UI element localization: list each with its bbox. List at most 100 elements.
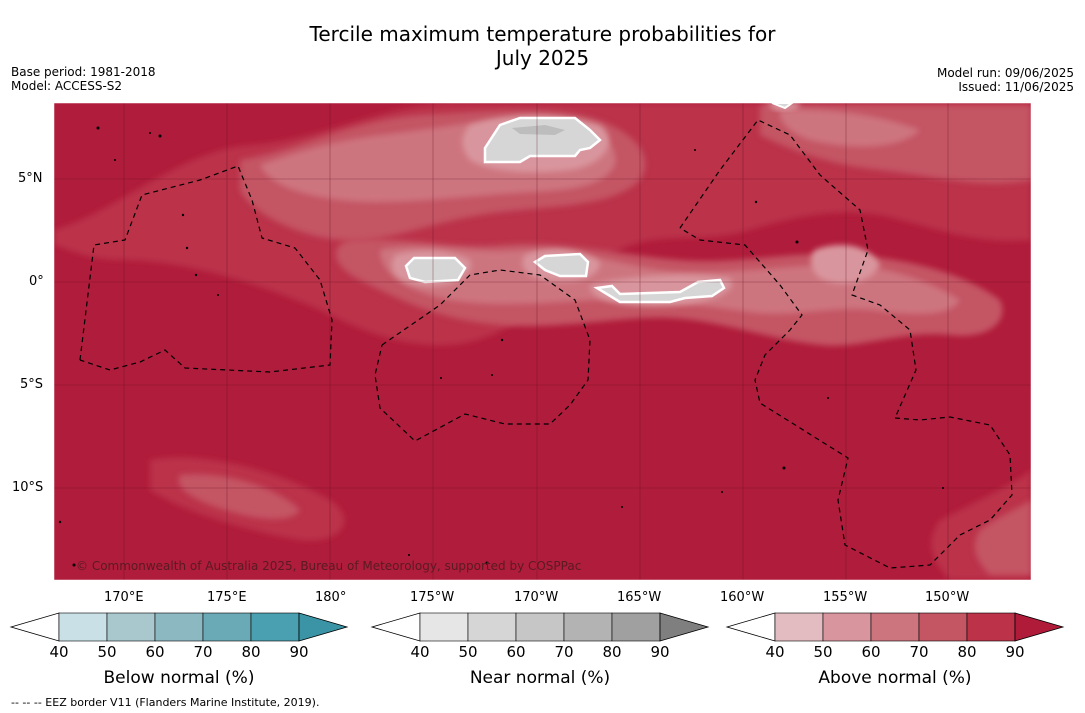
lon-label-160w: 160°W bbox=[720, 590, 765, 605]
lon-label-155w: 155°W bbox=[823, 590, 868, 605]
near-normal-north-core bbox=[512, 125, 565, 135]
band-70-south bbox=[178, 474, 300, 520]
map-area bbox=[54, 103, 1031, 580]
colorbars bbox=[9, 612, 1065, 642]
island bbox=[621, 506, 623, 508]
island bbox=[408, 554, 410, 556]
band-50-far-east bbox=[810, 245, 880, 284]
colorbar-near-tick: 50 bbox=[458, 643, 478, 661]
colorbar-below-max-arrow bbox=[298, 612, 349, 642]
lat-label-0: 0° bbox=[29, 274, 44, 289]
island bbox=[158, 134, 162, 138]
lon-label-170e: 170°E bbox=[104, 590, 144, 605]
island bbox=[114, 159, 116, 161]
island bbox=[721, 491, 723, 493]
colorbar-above-max-arrow bbox=[1014, 612, 1065, 642]
colorbar-near-segment bbox=[467, 612, 517, 642]
colorbar-above-tick: 90 bbox=[1005, 643, 1025, 661]
colorbar-above-segment bbox=[822, 612, 872, 642]
colorbar-above-segment bbox=[870, 612, 920, 642]
island bbox=[485, 561, 489, 565]
island bbox=[694, 149, 696, 151]
colorbar-near-max-arrow bbox=[659, 612, 710, 642]
colorbar-above-segment bbox=[774, 612, 824, 642]
colorbar-near-segment bbox=[515, 612, 565, 642]
colorbar-label-below: Below normal (%) bbox=[103, 668, 255, 688]
eez-borders bbox=[79, 119, 1013, 569]
band-70-southeast bbox=[974, 500, 1031, 575]
island bbox=[58, 520, 62, 524]
lat-label-5s: 5°S bbox=[20, 377, 44, 392]
meta-right: Model run: 09/06/2025 Issued: 11/06/2025 bbox=[937, 66, 1074, 94]
base-period: Base period: 1981-2018 bbox=[11, 65, 156, 79]
colorbar-near-segment bbox=[611, 612, 661, 642]
eez-central bbox=[374, 269, 591, 442]
eez-west bbox=[79, 165, 333, 373]
title-line-1: Tercile maximum temperature probabilitie… bbox=[309, 22, 776, 46]
lon-label-170w: 170°W bbox=[514, 590, 559, 605]
lon-label-165w: 165°W bbox=[617, 590, 662, 605]
near-normal-top bbox=[771, 103, 794, 110]
island bbox=[185, 246, 189, 250]
colorbar-below-segment bbox=[58, 612, 108, 642]
islands bbox=[58, 126, 944, 567]
meta-left: Base period: 1981-2018 Model: ACCESS-S2 bbox=[11, 65, 156, 93]
colorbar-near-min-arrow bbox=[370, 612, 421, 642]
colorbar-above-tick: 50 bbox=[813, 643, 833, 661]
island bbox=[500, 338, 504, 342]
issued-date: Issued: 11/06/2025 bbox=[958, 80, 1074, 94]
title-line-2: July 2025 bbox=[495, 46, 590, 70]
island bbox=[440, 377, 442, 379]
band-60-east bbox=[779, 109, 920, 147]
eez-east-upper bbox=[679, 119, 917, 419]
island bbox=[217, 294, 219, 296]
island bbox=[754, 200, 758, 204]
colorbar-above-segment bbox=[966, 612, 1016, 642]
island bbox=[194, 273, 198, 277]
gridlines bbox=[54, 103, 1031, 580]
colorbar-below-tick: 40 bbox=[49, 643, 69, 661]
colorbar-below-segment bbox=[250, 612, 300, 642]
colorbar-below-tick: 90 bbox=[289, 643, 309, 661]
island bbox=[795, 240, 799, 244]
lon-label-180: 180° bbox=[315, 590, 347, 605]
colorbar-below-tick: 50 bbox=[97, 643, 117, 661]
colorbar-below-segment bbox=[202, 612, 252, 642]
map-frame bbox=[53, 102, 1032, 581]
colorbar-below-tick: 80 bbox=[241, 643, 261, 661]
colorbar-below-tick: 70 bbox=[193, 643, 213, 661]
near-normal-equator-east bbox=[593, 278, 726, 304]
island bbox=[491, 374, 493, 376]
lon-label-175w: 175°W bbox=[410, 590, 455, 605]
colorbar-label-near: Near normal (%) bbox=[469, 668, 611, 688]
near-normal-equator-mid bbox=[532, 252, 590, 278]
map-title: Tercile maximum temperature probabilitie… bbox=[0, 22, 1085, 70]
colorbar-above-tick: 80 bbox=[957, 643, 977, 661]
island bbox=[149, 132, 151, 134]
eez-east-lower bbox=[679, 227, 1013, 569]
colorbar-near-tick: 60 bbox=[506, 643, 526, 661]
colorbar-near-tick: 70 bbox=[554, 643, 574, 661]
island bbox=[827, 397, 829, 399]
colorbar-near-tick: 80 bbox=[602, 643, 622, 661]
island bbox=[942, 487, 944, 489]
colorbar-near-tick: 40 bbox=[410, 643, 430, 661]
colorbar-above-segment bbox=[918, 612, 968, 642]
colorbar-near-tick: 90 bbox=[650, 643, 670, 661]
colorbar-below-min-arrow bbox=[9, 612, 60, 642]
colorbar-above-tick: 70 bbox=[909, 643, 929, 661]
eez-footnote: -- -- -- EEZ border V11 (Flanders Marine… bbox=[11, 696, 320, 709]
colorbar-above-tick: 60 bbox=[861, 643, 881, 661]
island bbox=[72, 563, 76, 567]
island bbox=[782, 466, 786, 470]
colorbar-above-min-arrow bbox=[725, 612, 776, 642]
model-name: Model: ACCESS-S2 bbox=[11, 79, 123, 93]
colorbar-near-segment bbox=[563, 612, 613, 642]
lat-label-10s: 10°S bbox=[12, 480, 44, 495]
colorbar-above-tick: 40 bbox=[765, 643, 785, 661]
lon-label-175e: 175°E bbox=[207, 590, 247, 605]
colorbar-below-segment bbox=[154, 612, 204, 642]
island bbox=[96, 126, 100, 130]
colorbar-label-above: Above normal (%) bbox=[818, 668, 972, 688]
